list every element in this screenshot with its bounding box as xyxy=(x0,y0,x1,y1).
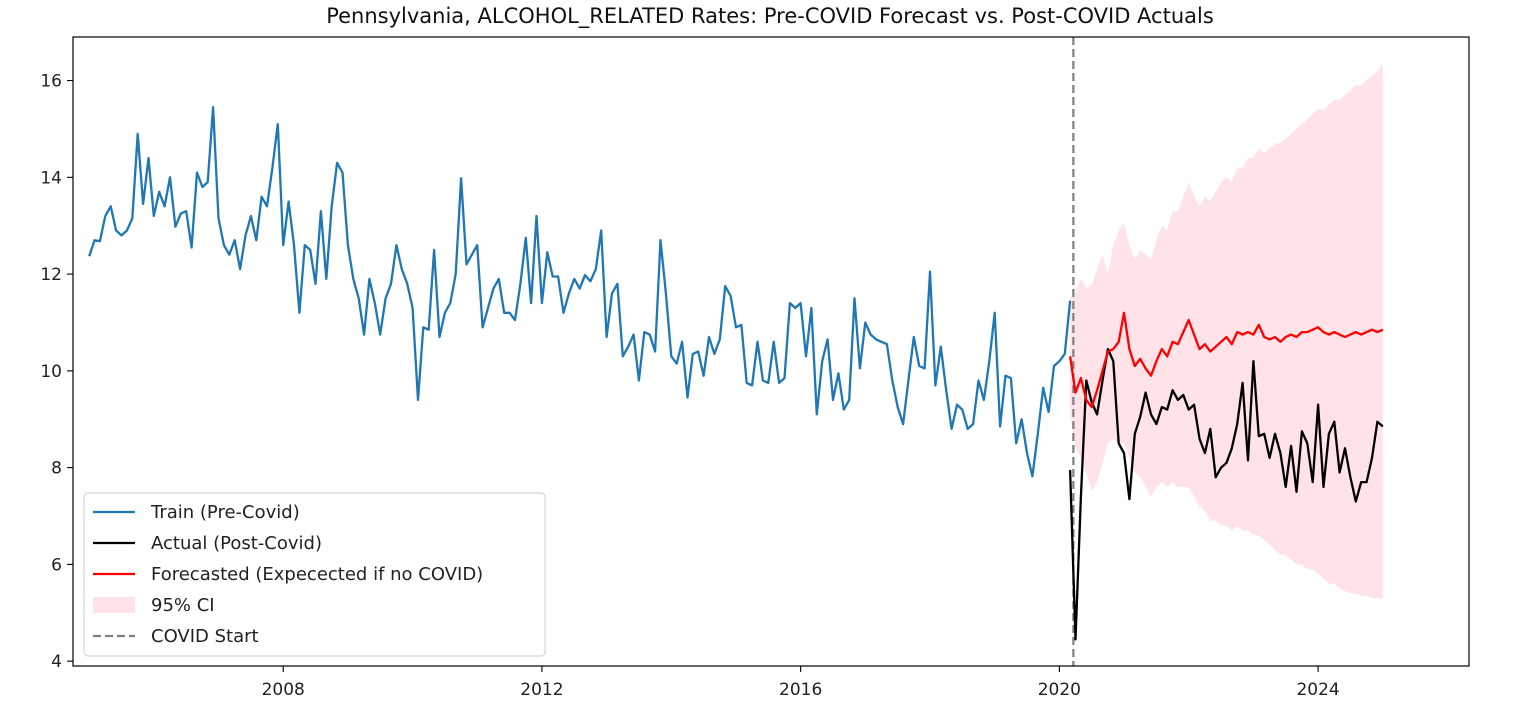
plot-frame xyxy=(72,36,1470,667)
x-tick-label: 2024 xyxy=(1296,680,1339,700)
legend-swatch xyxy=(93,597,135,613)
legend: Train (Pre-Covid) Actual (Post-Covid) Fore… xyxy=(83,492,546,657)
train-series-line xyxy=(88,106,1072,478)
y-tick-label: 6 xyxy=(51,555,62,575)
y-tick-label: 14 xyxy=(40,168,62,188)
y-tick-label: 4 xyxy=(51,652,62,672)
legend-label: Actual (Post-Covid) xyxy=(151,533,322,554)
x-tick-label: 2012 xyxy=(520,680,563,700)
actual-series-line xyxy=(1068,347,1384,641)
y-tick-label: 10 xyxy=(40,362,62,382)
legend-item-forecast: Forecasted (Expecected if no COVID) xyxy=(93,564,483,585)
legend-label: Train (Pre-Covid) xyxy=(150,502,300,523)
legend-label: 95% CI xyxy=(151,595,215,616)
forecast-series-line xyxy=(1068,311,1384,409)
legend-item-covid: COVID Start xyxy=(93,626,259,647)
legend-item-ci: 95% CI xyxy=(93,595,215,616)
axes-layer: 2008 2012 2016 2020 2024 4 6 8 10 12 14 16 xyxy=(40,36,1470,700)
legend-label: COVID Start xyxy=(151,626,259,647)
y-tick-label: 8 xyxy=(51,459,62,479)
y-tick-label: 12 xyxy=(40,265,62,285)
x-tick-label: 2016 xyxy=(779,680,822,700)
x-tick-label: 2020 xyxy=(1038,680,1081,700)
y-tick-label: 16 xyxy=(40,72,62,92)
chart-title: Pennsylvania, ALCOHOL_RELATED Rates: Pre… xyxy=(326,4,1214,29)
ci-band xyxy=(1070,63,1383,599)
legend-item-actual: Actual (Post-Covid) xyxy=(93,533,322,554)
legend-item-train: Train (Pre-Covid) xyxy=(93,502,300,523)
x-tick-label: 2008 xyxy=(262,680,305,700)
ci-band-layer xyxy=(1070,63,1383,599)
series-layer xyxy=(88,106,1384,641)
legend-box xyxy=(83,492,546,657)
legend-label: Forecasted (Expecected if no COVID) xyxy=(151,564,483,585)
